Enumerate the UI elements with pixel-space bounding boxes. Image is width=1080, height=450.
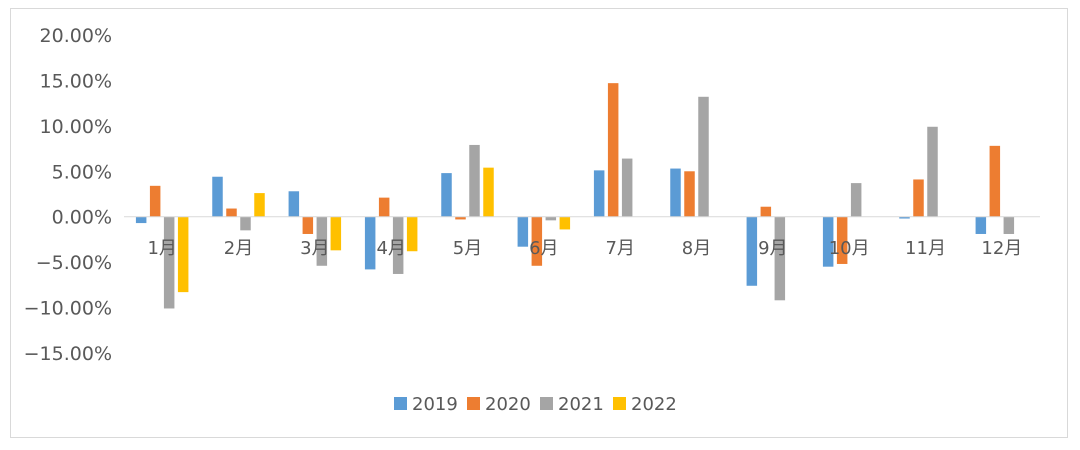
x-category-label: 7月 bbox=[605, 238, 634, 259]
bar-2019-10 bbox=[822, 216, 834, 267]
bar-2019-12 bbox=[975, 216, 987, 234]
bar-2021-6 bbox=[545, 216, 557, 221]
bar-2020-8 bbox=[684, 171, 695, 217]
bar-2022-6 bbox=[559, 216, 571, 230]
legend-label: 2021 bbox=[558, 394, 604, 415]
bar-2021-2 bbox=[240, 216, 251, 231]
y-tick-label: 0.00% bbox=[52, 207, 112, 229]
x-category-label: 9月 bbox=[758, 238, 787, 259]
bar-2020-1 bbox=[149, 185, 161, 217]
bar-2019-3 bbox=[288, 191, 300, 217]
bar-2021-9 bbox=[774, 216, 786, 301]
bar-2020-5 bbox=[455, 216, 466, 220]
legend-label: 2022 bbox=[631, 394, 677, 415]
bar-2020-4 bbox=[378, 197, 390, 217]
bar-2019-9 bbox=[746, 216, 758, 286]
bar-2022-5 bbox=[483, 167, 494, 217]
bar-2021-8 bbox=[698, 96, 709, 217]
legend-label: 2020 bbox=[485, 394, 531, 415]
x-category-label: 4月 bbox=[376, 238, 405, 259]
bar-2022-1 bbox=[177, 216, 189, 293]
y-tick-label: 10.00% bbox=[40, 116, 112, 138]
y-axis-ticks: 20.00% 15.00% 10.00% 5.00% 0.00% −5.00% −10.00… bbox=[24, 25, 112, 365]
bar-2021-12 bbox=[1003, 216, 1015, 234]
y-tick-label: 15.00% bbox=[40, 70, 112, 92]
x-category-label: 10月 bbox=[829, 238, 870, 259]
x-category-label: 1月 bbox=[147, 238, 176, 259]
bar-2021-7 bbox=[621, 158, 633, 217]
bar-2019-6 bbox=[517, 216, 529, 247]
legend-swatch-2020 bbox=[467, 397, 480, 410]
bar-2021-10 bbox=[850, 183, 862, 217]
bar-2021-3 bbox=[316, 216, 328, 266]
bar-2021-5 bbox=[469, 144, 480, 217]
bar-2019-7 bbox=[593, 170, 605, 217]
bar-2020-10 bbox=[836, 216, 848, 264]
legend-swatch-2022 bbox=[613, 397, 626, 410]
bar-2020-9 bbox=[760, 206, 772, 217]
y-tick-label: −5.00% bbox=[36, 252, 112, 274]
bar-2020-3 bbox=[302, 216, 314, 234]
bar-2019-8 bbox=[670, 168, 681, 217]
bar-2020-12 bbox=[989, 145, 1001, 217]
x-axis-category-labels: 1月 2月 3月 4月 5月 6月 7月 8月 9月 10月 11月 12月 bbox=[147, 238, 1022, 259]
bar-2021-11 bbox=[927, 126, 938, 217]
bar-2019-1 bbox=[135, 216, 147, 224]
legend-label: 2019 bbox=[412, 394, 458, 415]
y-tick-label: −15.00% bbox=[24, 343, 112, 365]
y-tick-label: 5.00% bbox=[52, 161, 112, 183]
bar-2022-3 bbox=[330, 216, 342, 251]
bar-2020-7 bbox=[607, 83, 619, 217]
bar-2021-1 bbox=[163, 216, 175, 309]
x-category-label: 6月 bbox=[529, 238, 558, 259]
bars bbox=[135, 83, 1015, 309]
x-category-label: 11月 bbox=[905, 238, 946, 259]
legend: 2019 2020 2021 2022 bbox=[394, 394, 677, 415]
x-category-label: 3月 bbox=[300, 238, 329, 259]
y-tick-label: −10.00% bbox=[24, 298, 112, 320]
y-tick-label: 20.00% bbox=[40, 25, 112, 47]
x-category-label: 12月 bbox=[981, 238, 1022, 259]
bar-2022-4 bbox=[406, 216, 418, 252]
legend-swatch-2019 bbox=[394, 397, 407, 410]
bar-2019-4 bbox=[364, 216, 376, 270]
bar-2020-2 bbox=[226, 208, 237, 217]
bar-2019-5 bbox=[441, 173, 452, 217]
bar-2020-11 bbox=[913, 179, 924, 217]
bar-2021-4 bbox=[392, 216, 404, 274]
x-category-label: 8月 bbox=[682, 238, 711, 259]
bar-2022-2 bbox=[254, 193, 265, 217]
bar-2020-6 bbox=[531, 216, 543, 266]
legend-swatch-2021 bbox=[540, 397, 553, 410]
x-category-label: 2月 bbox=[224, 238, 253, 259]
x-category-label: 5月 bbox=[453, 238, 482, 259]
bar-2019-2 bbox=[212, 176, 223, 217]
bar-2019-11 bbox=[899, 216, 910, 219]
